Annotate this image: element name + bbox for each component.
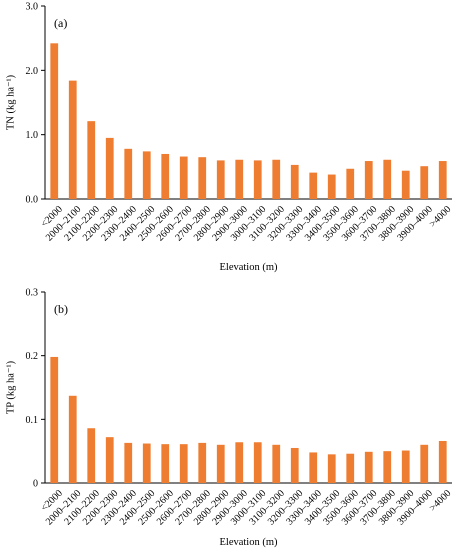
bar [401, 170, 410, 199]
bar [346, 453, 355, 483]
chart-panel-0: 0.01.02.03.0(a)<20002000–21002100–220022… [5, 2, 453, 274]
y-tick-label: 1.0 [26, 130, 39, 141]
bar [364, 451, 373, 483]
bar [383, 159, 392, 199]
x-axis-title: Elevation (m) [219, 262, 278, 273]
bar [327, 174, 336, 199]
bar [50, 43, 59, 200]
x-tick-label: >4000 [427, 204, 453, 230]
bar [179, 156, 188, 199]
chart-panel-1: 00.10.20.3(b)<20002000–21002100–22002200… [5, 288, 453, 549]
y-axis-title: TP (kg ha⁻¹) [5, 360, 16, 414]
y-tick-label: 3.0 [26, 2, 39, 13]
y-tick-label: 0.0 [26, 195, 39, 206]
bar [68, 395, 77, 483]
bar [50, 356, 59, 483]
bar [105, 137, 114, 199]
x-axis-title: Elevation (m) [219, 537, 278, 548]
bar [198, 157, 207, 199]
bar [272, 159, 281, 199]
bar [216, 160, 225, 199]
y-tick-label: 0 [33, 479, 38, 490]
y-tick-label: 0.1 [26, 415, 39, 426]
bar [87, 428, 96, 483]
bar [290, 447, 299, 483]
bar [161, 153, 170, 199]
bar [420, 166, 429, 199]
panel-label: (a) [54, 16, 67, 30]
bar [290, 164, 299, 199]
bar [420, 444, 429, 483]
bar [438, 440, 447, 483]
bar [253, 442, 262, 483]
bar [253, 160, 262, 199]
bar [272, 444, 281, 483]
bar [142, 443, 151, 483]
bar [124, 148, 133, 199]
bar [438, 161, 447, 199]
bar [346, 168, 355, 199]
bar [216, 444, 225, 483]
bar [309, 452, 318, 483]
bar [383, 451, 392, 483]
y-tick-label: 0.2 [26, 351, 39, 362]
bar [105, 437, 114, 483]
bar [124, 442, 133, 483]
bar [142, 151, 151, 199]
bar [68, 80, 77, 199]
bar [364, 161, 373, 199]
y-tick-label: 2.0 [26, 66, 39, 77]
bar [309, 172, 318, 199]
bar [401, 450, 410, 483]
bar [235, 442, 244, 483]
y-tick-label: 0.3 [26, 288, 39, 299]
bar [161, 444, 170, 483]
y-axis-title: TN (kg ha⁻¹) [5, 74, 16, 130]
x-tick-label: >4000 [427, 488, 453, 514]
bar [87, 121, 96, 199]
bar [179, 444, 188, 483]
bar [327, 454, 336, 483]
bar [198, 442, 207, 483]
bar [235, 159, 244, 199]
panel-label: (b) [54, 302, 68, 316]
